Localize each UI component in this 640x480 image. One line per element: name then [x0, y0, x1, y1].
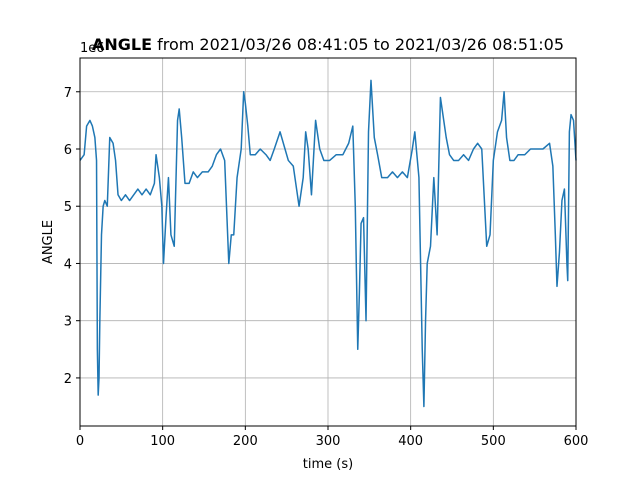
x-tick-label: 600 — [564, 434, 589, 449]
x-tick-label: 300 — [316, 434, 341, 449]
title-bold: ANGLE — [92, 35, 152, 54]
x-tick-label: 0 — [76, 434, 84, 449]
chart-title: ANGLE from 2021/03/26 08:41:05 to 2021/0… — [92, 35, 564, 54]
x-tick-label: 200 — [233, 434, 258, 449]
plot — [79, 79, 577, 408]
y-tick-label: 5 — [64, 200, 72, 215]
title-text: from 2021/03/26 08:41:05 to 2021/03/26 0… — [157, 35, 564, 54]
y-tick-label: 4 — [64, 257, 72, 272]
offset-label: 1e6 — [80, 41, 105, 56]
x-tick-label: 400 — [398, 434, 423, 449]
line — [79, 79, 577, 408]
y-tick-label: 3 — [64, 315, 72, 330]
grid — [79, 58, 577, 426]
y-tick-label: 2 — [64, 372, 72, 387]
y-tick-label: 6 — [64, 143, 72, 158]
ticks: 0 100 200 300 400 500 600 2 3 4 5 6 7 — [64, 86, 589, 449]
y-tick-label: 7 — [64, 86, 72, 101]
x-axis-label: time (s) — [303, 457, 353, 472]
x-tick-label: 500 — [481, 434, 506, 449]
x-tick-label: 100 — [150, 434, 175, 449]
y-axis-label: ANGLE — [41, 220, 56, 264]
